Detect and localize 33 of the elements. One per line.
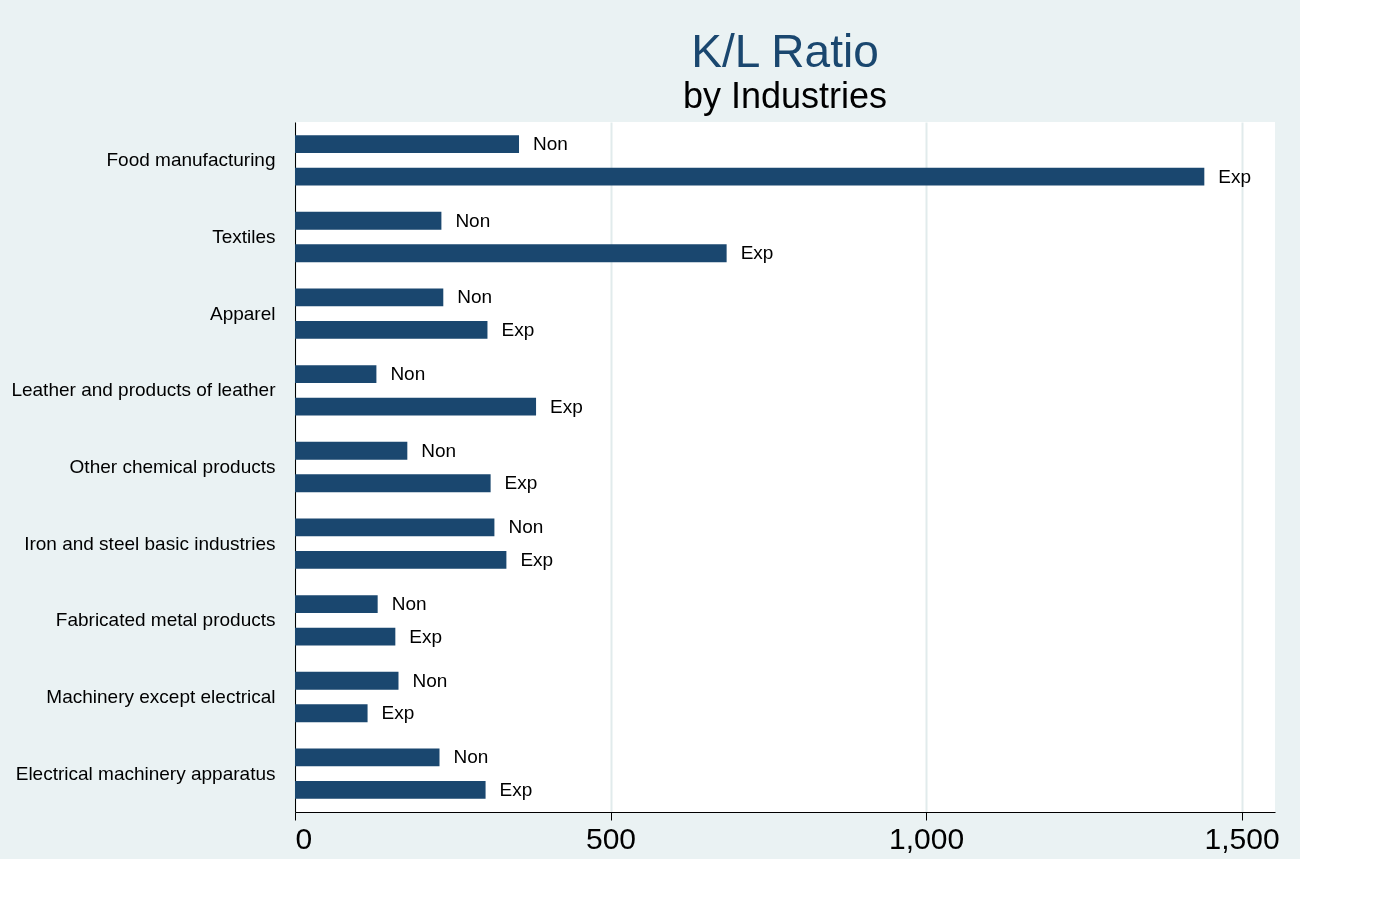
text: Exp xyxy=(409,625,443,647)
y-tick-label: Food manufacturing xyxy=(106,149,276,171)
text: Exp xyxy=(520,548,554,570)
x-tick-label: 500 xyxy=(585,821,637,855)
text: Non xyxy=(390,363,426,385)
series-label: Non xyxy=(533,133,568,155)
text: Non xyxy=(453,746,489,768)
series-label: Exp xyxy=(1218,165,1252,187)
text: Exp xyxy=(550,395,583,417)
y-tick-label: Leather and products of leather xyxy=(11,379,277,401)
y-tick-label: Apparel xyxy=(210,302,276,324)
x-tick-label: 0 xyxy=(295,821,313,855)
y-tick-label: Other chemical products xyxy=(69,456,276,477)
chart-subtitle: by Industries xyxy=(682,75,888,116)
y-tick-label: Textiles xyxy=(212,226,276,247)
x-tick-label: 1,500 xyxy=(1204,821,1280,855)
x-tick-label: 1,000 xyxy=(889,821,965,855)
y-tick-label: Fabricated metal products xyxy=(55,609,276,631)
text: Non xyxy=(457,286,493,308)
text: Exp xyxy=(504,472,538,494)
text: Non xyxy=(455,209,491,231)
text: Non xyxy=(412,669,448,691)
text: Exp xyxy=(499,778,533,800)
y-tick-label: Iron and steel basic industries xyxy=(24,532,276,554)
y-tick-label: Electrical machinery apparatus xyxy=(15,762,276,784)
text: Exp xyxy=(740,242,774,264)
text: Non xyxy=(508,516,544,538)
text: Exp xyxy=(501,318,535,340)
text: Non xyxy=(421,439,457,461)
chart-title: K/L Ratio xyxy=(691,25,879,77)
text: Exp xyxy=(381,702,415,724)
y-tick-label: Machinery except electrical xyxy=(46,686,276,707)
text: Non xyxy=(391,593,427,615)
